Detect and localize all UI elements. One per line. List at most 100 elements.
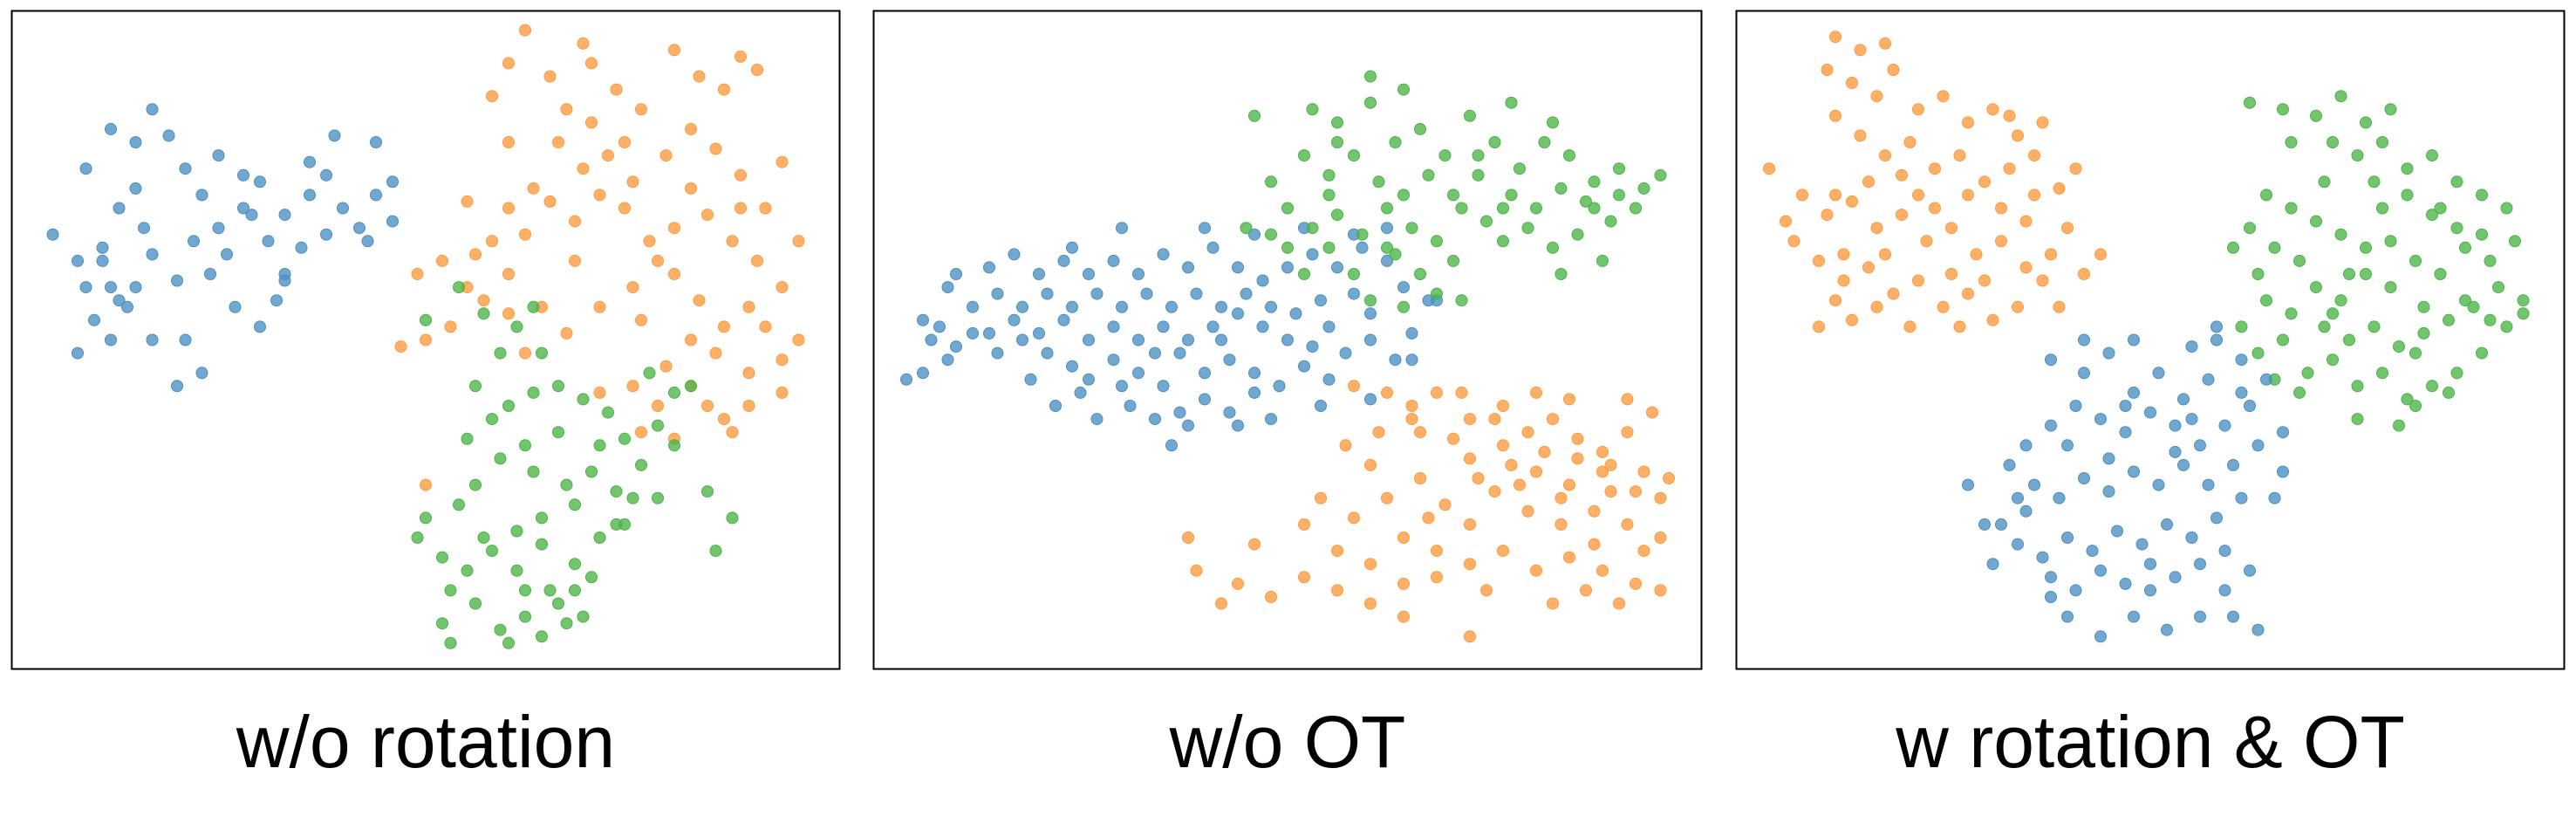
scatter-point-blue [1298, 360, 1310, 373]
scatter-point-orange [1929, 202, 1941, 215]
scatter-point-green [1447, 254, 1459, 267]
scatter-point-orange [626, 380, 639, 393]
scatter-point-green [2401, 393, 2414, 406]
scatter-point-green [602, 406, 614, 419]
scatter-point-blue [2235, 386, 2248, 399]
scatter-point-orange [2036, 116, 2049, 129]
scatter-point-blue [2019, 504, 2033, 518]
scatter-point-blue [2061, 532, 2074, 544]
scatter-point-orange [792, 235, 805, 248]
scatter-point-green [543, 584, 557, 597]
scatter-point-orange [469, 248, 482, 261]
scatter-point-blue [2045, 353, 2057, 367]
scatter-point-orange [602, 149, 614, 162]
scatter-point-green [494, 623, 507, 636]
scatter-point-green [585, 465, 598, 478]
scatter-point-blue [1364, 393, 1377, 406]
scatter-point-blue [1090, 287, 1104, 300]
scatter-point-green [2426, 149, 2438, 162]
scatter-point-blue [2251, 439, 2265, 452]
scatter-point-blue [991, 346, 1004, 360]
scatter-point-green [2476, 228, 2488, 241]
scatter-point-blue [1074, 386, 1087, 399]
scatter-point-blue [2210, 333, 2223, 346]
scatter-point-orange [1637, 465, 1650, 478]
scatter-point-orange [1488, 413, 1501, 426]
scatter-point-orange [2078, 268, 2090, 280]
scatter-point-green [1265, 175, 1277, 189]
scatter-panel-without-ot [872, 10, 1703, 670]
scatter-point-orange [1190, 564, 1203, 577]
scatter-point-green [2227, 241, 2239, 254]
scatter-point-blue [2210, 511, 2223, 525]
scatter-point-blue [1066, 300, 1078, 313]
scatter-point-blue [1124, 400, 1137, 412]
scatter-point-blue [1083, 333, 1095, 346]
scatter-point-green [436, 551, 448, 564]
scatter-point-orange [1596, 445, 1609, 458]
scatter-point-orange [701, 400, 714, 412]
scatter-point-orange [1813, 254, 1825, 267]
scatter-point-green [1356, 228, 1369, 241]
scatter-point-orange [519, 346, 531, 360]
scatter-point-orange [1937, 300, 1950, 313]
scatter-point-green [1431, 287, 1443, 300]
scatter-point-green [2409, 254, 2422, 267]
scatter-point-green [635, 458, 647, 471]
scatter-point-blue [1306, 248, 1319, 261]
scatter-point-blue [1066, 241, 1078, 254]
scatter-point-orange [685, 333, 697, 346]
scatter-point-blue [1273, 380, 1286, 393]
scatter-point-orange [1903, 136, 1917, 148]
scatter-point-orange [1422, 511, 1435, 525]
scatter-point-blue [254, 175, 266, 189]
scatter-point-blue [2277, 465, 2289, 478]
scatter-point-blue [983, 261, 995, 274]
scatter-point-orange [577, 37, 590, 50]
scatter-point-orange [1896, 168, 1908, 182]
scatter-point-orange [1331, 584, 1343, 597]
scatter-point-blue [2003, 458, 2016, 471]
scatter-point-green [1588, 202, 1601, 215]
scatter-point-blue [1165, 439, 1178, 452]
scatter-point-orange [1521, 504, 1534, 518]
scatter-point-orange [718, 413, 730, 426]
scatter-point-green [411, 532, 424, 544]
scatter-point-blue [900, 373, 912, 386]
scatter-point-blue [113, 202, 126, 215]
scatter-point-orange [1896, 209, 1908, 222]
scatter-point-green [1397, 83, 1410, 96]
scatter-point-orange [1381, 491, 1393, 504]
scatter-point-orange [1596, 465, 1609, 478]
scatter-point-blue [1206, 241, 1220, 254]
scatter-point-green [1306, 222, 1319, 235]
scatter-point-orange [1646, 406, 1658, 419]
scatter-point-blue [2227, 610, 2239, 623]
scatter-point-orange [1596, 564, 1609, 577]
scatter-point-green [1455, 294, 1468, 307]
scatter-point-blue [162, 129, 175, 142]
scatter-point-blue [262, 235, 275, 248]
scatter-point-green [2343, 333, 2355, 346]
scatter-point-blue [1107, 320, 1120, 333]
scatter-point-blue [2045, 591, 2057, 603]
scatter-point-blue [2210, 320, 2223, 333]
scatter-point-blue [2053, 491, 2066, 504]
scatter-point-blue [2202, 373, 2215, 386]
scatter-point-orange [1953, 320, 1966, 333]
scatter-point-blue [1364, 333, 1377, 346]
scatter-point-orange [2003, 109, 2016, 122]
scatter-point-orange [1879, 248, 1891, 261]
scatter-point-blue [221, 248, 233, 261]
scatter-point-green [2310, 281, 2322, 294]
scatter-point-orange [1604, 485, 1617, 498]
scatter-point-green [2351, 149, 2364, 162]
scatter-point-blue [1132, 333, 1145, 346]
scatter-point-orange [1513, 478, 1526, 491]
scatter-point-green [2244, 96, 2256, 109]
scatter-point-blue [2102, 452, 2115, 465]
scatter-point-orange [735, 202, 747, 215]
scatter-point-green [461, 432, 474, 445]
scatter-point-orange [701, 209, 714, 222]
scatter-point-orange [751, 64, 763, 76]
